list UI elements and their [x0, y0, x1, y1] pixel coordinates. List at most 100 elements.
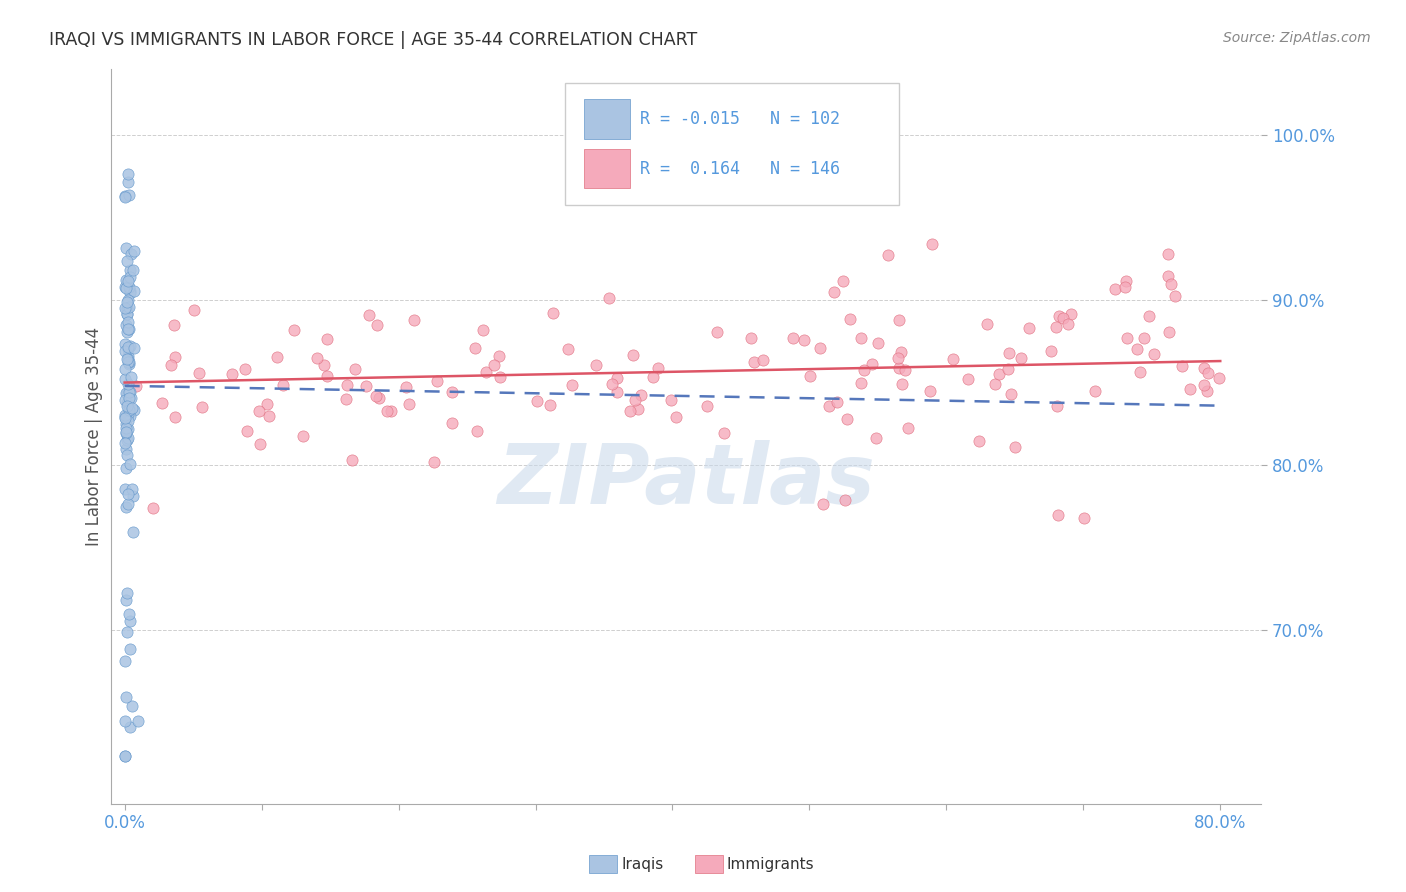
- Point: [115, 400, 138, 414]
- Point: [1129, 365, 1152, 379]
- Point: [114, 361, 136, 376]
- Point: [1208, 371, 1230, 385]
- Point: [114, 189, 136, 203]
- Point: [1133, 331, 1156, 345]
- Point: [124, 402, 146, 417]
- Point: [887, 361, 910, 376]
- Text: IRAQI VS IMMIGRANTS IN LABOR FORCE | AGE 35-44 CORRELATION CHART: IRAQI VS IMMIGRANTS IN LABOR FORCE | AGE…: [49, 31, 697, 49]
- Point: [115, 307, 138, 321]
- Point: [117, 377, 139, 392]
- Point: [115, 294, 138, 309]
- Point: [122, 489, 145, 503]
- Point: [354, 379, 377, 393]
- Point: [114, 386, 136, 401]
- Point: [124, 285, 146, 299]
- Point: [541, 306, 564, 320]
- Point: [1115, 274, 1137, 288]
- Point: [799, 368, 821, 383]
- Point: [117, 407, 139, 421]
- Point: [221, 367, 243, 381]
- Point: [120, 285, 142, 299]
- Point: [921, 237, 943, 252]
- Point: [853, 363, 876, 377]
- Point: [118, 720, 141, 734]
- Point: [117, 349, 139, 363]
- Point: [120, 384, 142, 399]
- Point: [118, 384, 141, 399]
- Point: [117, 293, 139, 308]
- Point: [825, 395, 848, 409]
- Text: R = -0.015   N = 102: R = -0.015 N = 102: [640, 111, 841, 128]
- Point: [121, 525, 143, 540]
- FancyBboxPatch shape: [565, 83, 898, 204]
- Point: [117, 175, 139, 189]
- Point: [897, 421, 920, 435]
- Point: [866, 336, 889, 351]
- Point: [957, 372, 980, 386]
- Point: [1084, 384, 1107, 398]
- Point: [115, 425, 138, 439]
- Point: [125, 379, 148, 393]
- Point: [851, 376, 873, 390]
- Point: [249, 437, 271, 451]
- Point: [1143, 347, 1166, 361]
- Point: [997, 362, 1019, 376]
- Point: [117, 355, 139, 369]
- Point: [142, 500, 165, 515]
- Y-axis label: In Labor Force | Age 35-44: In Labor Force | Age 35-44: [86, 326, 103, 546]
- Point: [163, 318, 186, 333]
- Point: [117, 351, 139, 366]
- Point: [120, 391, 142, 405]
- Point: [1178, 382, 1201, 396]
- Point: [839, 312, 862, 326]
- Point: [121, 482, 143, 496]
- Point: [292, 428, 315, 442]
- Point: [183, 302, 205, 317]
- Point: [114, 411, 136, 425]
- Point: [117, 167, 139, 181]
- Point: [118, 355, 141, 369]
- Point: [114, 417, 136, 431]
- Point: [1192, 361, 1215, 376]
- Point: [472, 323, 495, 337]
- Point: [377, 404, 399, 418]
- Point: [121, 401, 143, 415]
- Point: [163, 410, 186, 425]
- Point: [115, 690, 138, 704]
- Point: [335, 392, 357, 406]
- Point: [117, 342, 139, 356]
- Point: [118, 403, 141, 417]
- Point: [834, 492, 856, 507]
- Point: [832, 274, 855, 288]
- Point: [464, 342, 486, 356]
- Point: [160, 358, 183, 372]
- Point: [118, 300, 141, 314]
- Point: [1073, 511, 1095, 525]
- Point: [115, 585, 138, 599]
- Point: [115, 460, 138, 475]
- Point: [165, 351, 187, 365]
- Point: [114, 372, 136, 386]
- Point: [641, 369, 664, 384]
- Point: [257, 409, 280, 423]
- Text: ZIPatlas: ZIPatlas: [498, 440, 875, 521]
- Point: [114, 301, 136, 315]
- Point: [1045, 320, 1067, 334]
- Point: [118, 457, 141, 471]
- Point: [115, 281, 138, 295]
- Point: [120, 269, 142, 284]
- Point: [115, 396, 138, 410]
- Point: [359, 308, 381, 322]
- Point: [114, 483, 136, 497]
- Point: [115, 273, 138, 287]
- Point: [115, 385, 138, 400]
- Point: [115, 301, 138, 315]
- Point: [336, 378, 359, 392]
- Point: [696, 400, 718, 414]
- Point: [247, 404, 270, 418]
- Point: [598, 291, 620, 305]
- Point: [117, 448, 139, 462]
- Point: [619, 404, 641, 418]
- Point: [114, 714, 136, 728]
- Point: [117, 275, 139, 289]
